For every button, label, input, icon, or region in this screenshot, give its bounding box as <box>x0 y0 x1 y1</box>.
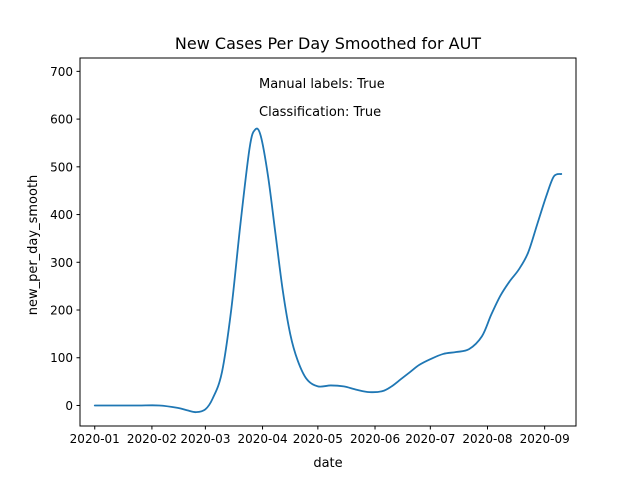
plot-frame <box>79 57 577 427</box>
y-tick-label: 600 <box>50 113 73 127</box>
data-series <box>93 127 563 414</box>
series-line <box>93 127 563 414</box>
x-tick-label: 2020-09 <box>520 432 570 446</box>
chart-title: New Cases Per Day Smoothed for AUT <box>175 34 481 53</box>
y-tick-label: 700 <box>50 65 73 79</box>
x-tick-label: 2020-01 <box>70 432 120 446</box>
x-tick-label: 2020-04 <box>237 432 287 446</box>
x-tick-label: 2020-07 <box>405 432 455 446</box>
x-axis-label: date <box>313 456 342 471</box>
annotation-text: Manual labels: True <box>259 77 385 92</box>
annotation-text: Classification: True <box>259 105 381 120</box>
y-tick-label: 0 <box>65 399 73 413</box>
y-tick-label: 300 <box>50 256 73 270</box>
x-tick-label: 2020-03 <box>180 432 230 446</box>
y-tick-label: 100 <box>50 351 73 365</box>
x-tick-label: 2020-08 <box>462 432 512 446</box>
y-axis-label: new_per_day_smooth <box>26 175 41 316</box>
x-tick-label: 2020-02 <box>127 432 177 446</box>
y-tick-label: 400 <box>50 208 73 222</box>
annotations: Manual labels: True Classification: True <box>259 77 385 120</box>
y-tick-label: 200 <box>50 304 73 318</box>
x-tick-label: 2020-06 <box>350 432 400 446</box>
x-tick-label: 2020-05 <box>293 432 343 446</box>
y-tick-label: 500 <box>50 160 73 174</box>
